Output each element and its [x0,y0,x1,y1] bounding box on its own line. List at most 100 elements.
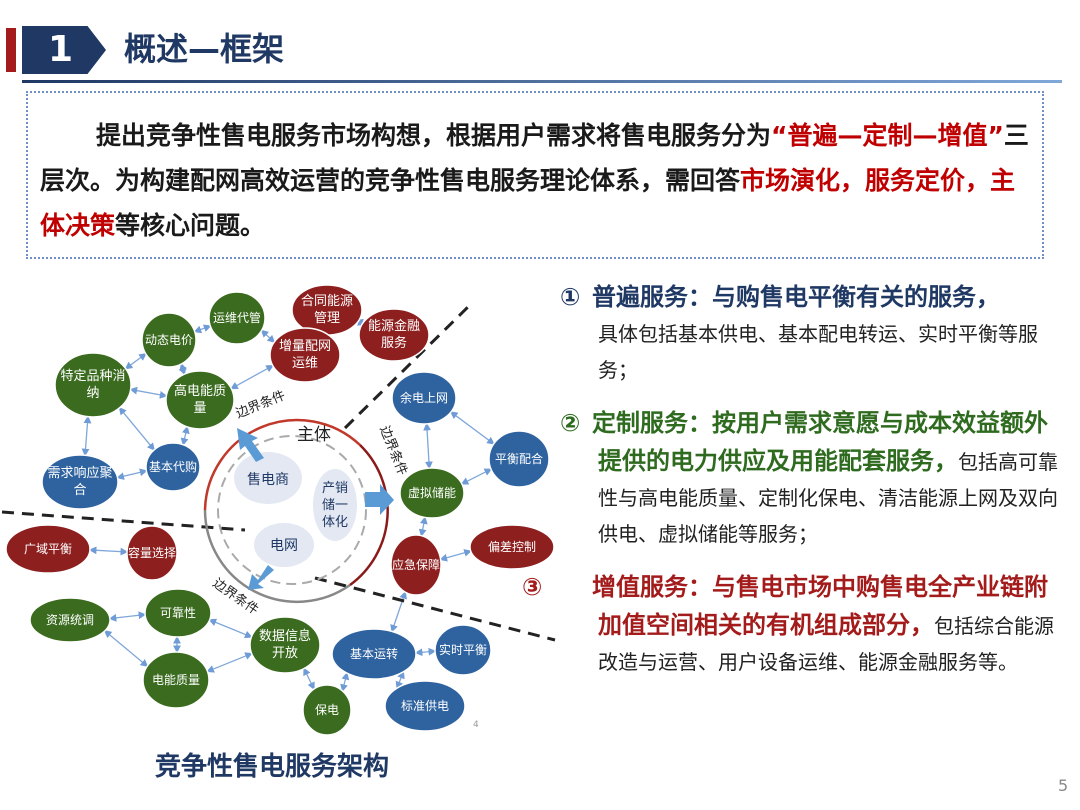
node-label: 数据信息开放 [258,629,311,661]
connector-arrow [418,516,428,537]
node-label: 虚拟储能 [407,485,456,500]
connector-arrow [178,362,187,376]
node-label: 运维代管 [213,310,262,325]
connector-arrow [230,365,274,390]
connector-arrow [193,324,212,334]
node-label: 余电上网 [399,390,448,405]
node-label: 动态电价 [145,332,194,347]
connector-arrow [118,406,155,451]
node-label: 实时平衡 [439,642,488,657]
inner-retailer: 售电商 [247,472,289,488]
service-node [54,352,132,418]
item-body: 包括综合能源改造与运营、用户设备运维、能源金融服务等。 [598,614,1054,674]
node-label: 能源金融服务 [367,319,420,351]
connector-arrow [460,468,493,485]
node-label: 合同能源管理 [300,294,353,326]
connector-arrow [208,618,253,639]
node-label: 偏差控制 [487,539,536,554]
connector-arrow [88,546,129,556]
node-label: 平衡配合 [494,451,543,466]
connector-arrow [124,352,147,370]
title-divider [22,80,1062,83]
node-label: 广域平衡 [23,541,72,556]
connector-arrow [423,422,433,470]
node-label: 应急保障 [392,557,441,572]
boundary-line-left [1,510,246,532]
service-value-added: ③ 增值服务：与售电市场中购售电全产业链附加值空间相关的有机组成部分，包括综合能源… [522,568,1060,680]
service-custom: ② 定制服务：按用户需求意愿与成本效益额外提供的电力供应及用能配套服务，包括高可靠… [560,404,1060,552]
connector-arrow [340,671,350,693]
service-node [469,524,555,570]
subject-circle [217,435,367,585]
intro-text-1: 提出竞争性售电服务市场构想，根据用户需求将售电服务分为 [96,121,772,150]
boundary-label-top: 边界条件 [234,387,288,421]
item-number: ① [560,283,581,311]
node-label: 基本运转 [349,646,398,661]
node-label: 基本代购 [149,459,198,474]
service-node [391,371,457,425]
node-label: 电能质量 [151,672,200,687]
service-node [488,430,550,488]
diagram-caption: 竞争性售电服务架构 [155,752,390,782]
item-number: ② [560,409,581,437]
arrow-up-left-icon [237,428,264,462]
connector-arrow [395,670,405,690]
node-label: 可靠性 [159,605,196,620]
inner-grid: 电网 [270,538,298,554]
intro-highlight-questions: 市场演化，服务定价，主体决策 [40,166,1016,240]
connector-arrow [303,667,315,691]
service-node [358,308,430,362]
service-list: ① 普遍服务：与购售电平衡有关的服务， 具体包括基本供电、基本配电转运、实时平衡等… [522,278,1060,696]
service-node [165,370,235,430]
connector-arrow [116,468,148,480]
service-node [208,291,266,345]
node-label: 特定品种消纳 [60,369,126,401]
item-body: 包括高可靠性与高电能质量、定制化保电、清洁能源上网及双向供电、虚拟储能等服务； [598,450,1058,546]
intro-box: 提出竞争性售电服务市场构想，根据用户需求将售电服务分为“普遍—定制—增值”三层次… [26,91,1044,259]
inner-prosumer: 产销储一体化 [321,480,348,530]
connector-arrow [390,590,407,633]
service-framework-diagram: 主体 售电商 电网 边界条件 边界条件 边界条件 4 [1,284,556,736]
service-node [126,525,178,581]
arrow-right-icon [365,484,394,515]
service-node [145,442,201,492]
intro-highlight-layers: “普遍—定制—增值” [771,121,1004,150]
connector-arrow [260,329,276,343]
service-node [269,327,341,383]
page-number: 5 [1058,776,1069,795]
boundary-line-top [343,303,472,430]
service-node [144,588,212,638]
node-label: 资源统调 [45,612,94,627]
source-page-number: 4 [473,720,479,730]
item-body: 具体包括基本供电、基本配电转运、实时平衡等服务； [598,322,1038,382]
service-node [331,628,417,680]
node-label: 标准供电 [400,698,449,713]
node-label: 增量配网运维 [278,339,331,371]
connector-arrow [439,549,472,562]
service-universal: ① 普遍服务：与购售电平衡有关的服务， 具体包括基本供电、基本配电转运、实时平衡等… [560,278,1060,388]
connector-arrow [449,411,495,445]
service-node [302,684,352,736]
connector-arrow [103,630,149,668]
service-node [434,624,492,676]
intro-text-2: 三层次。为构建配网高效运营的竞争性售电服务理论体系，需回答 [40,121,1029,195]
intro-text-3: 等核心问题。 [115,211,266,240]
service-node [29,597,111,643]
boundary-dashed-lines [1,303,556,642]
connector-arrow [108,611,147,622]
service-node [390,534,442,596]
arrow-down-left-icon [248,565,274,590]
section-number: 1 [22,26,106,74]
connector-arrow [129,386,168,399]
item-heading: 定制服务：按用户需求意愿与成本效益额外提供的电力供应及用能配套服务， [592,409,1048,475]
service-node [142,651,210,709]
connector-arrow [206,652,253,673]
slide-title: 概述—框架 [124,30,285,68]
service-node [384,680,466,732]
node-label: 高电能质量 [173,384,226,416]
connector-arrow [414,647,437,657]
node-label: 需求响应聚合 [47,466,113,498]
accent-bar [6,28,16,72]
item-heading: 增值服务：与售电市场中购售电全产业链附加值空间相关的有机组成部分， [592,573,1048,639]
service-node [141,312,197,368]
